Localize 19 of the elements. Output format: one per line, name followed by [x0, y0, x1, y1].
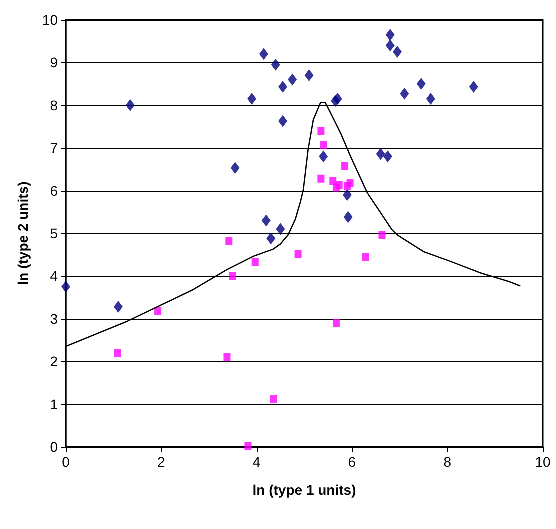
y-tick-label: 2 [50, 354, 58, 370]
y-tick-label: 1 [50, 396, 58, 412]
y-tick-label: 6 [50, 182, 58, 199]
y-tick-label: 8 [50, 97, 58, 114]
y-tick-label: 7 [50, 140, 58, 156]
x-tick-label: 10 [535, 454, 551, 470]
y-tick-label: 10 [42, 12, 58, 28]
x-tick-label: 8 [444, 454, 452, 470]
x-axis-title: ln (type 1 units) [252, 482, 356, 498]
y-tick-label: 9 [50, 54, 58, 71]
y-tick-label: 4 [50, 268, 58, 284]
x-tick-label: 4 [252, 454, 261, 470]
y-tick-label: 5 [50, 226, 58, 242]
x-tick-label: 0 [62, 454, 70, 470]
y-axis-title: ln (type 2 units) [15, 182, 31, 286]
x-tick-label: 6 [348, 454, 356, 470]
x-tick-label: 2 [158, 454, 166, 470]
y-tick-label: 0 [50, 439, 58, 455]
y-tick-label: 3 [50, 310, 58, 327]
